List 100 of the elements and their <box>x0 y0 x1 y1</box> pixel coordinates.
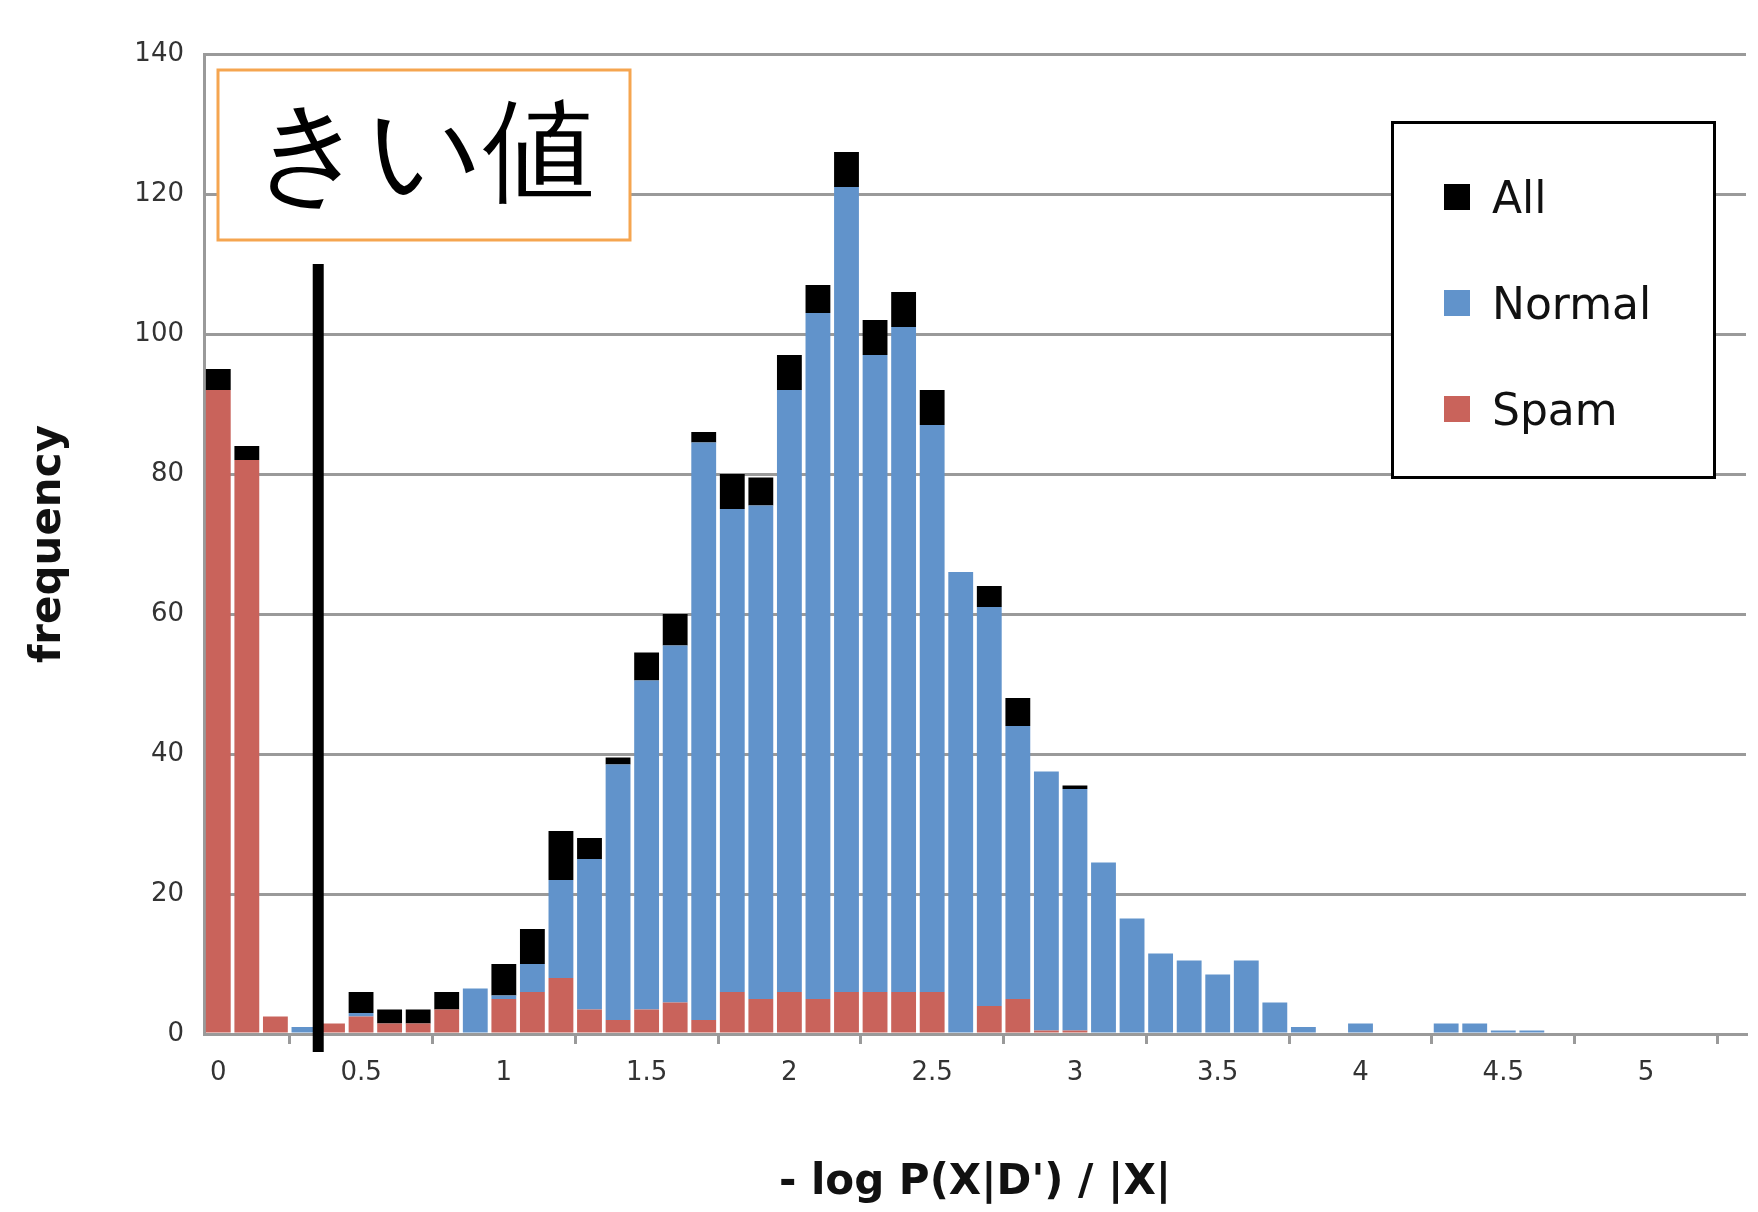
bar <box>548 880 574 978</box>
bar <box>776 355 802 390</box>
bar <box>548 978 574 1033</box>
bar <box>748 477 774 506</box>
bar <box>948 572 974 1033</box>
bar <box>377 1009 403 1024</box>
bar <box>519 964 545 992</box>
bar <box>919 390 945 425</box>
bar <box>405 1023 431 1033</box>
bar <box>862 320 888 355</box>
bar <box>862 355 888 992</box>
y-tick-label: 20 <box>150 876 184 907</box>
bar <box>434 992 460 1010</box>
y-tick-label: 120 <box>134 176 184 207</box>
bar <box>634 652 660 681</box>
x-tick-label: 3 <box>1066 1056 1084 1087</box>
y-tick-label: 40 <box>150 736 184 767</box>
bar <box>1205 974 1231 1033</box>
bar <box>348 992 374 1013</box>
x-tick-label: 1 <box>495 1056 513 1087</box>
bar <box>748 999 774 1033</box>
bar <box>262 1016 288 1033</box>
bar <box>719 509 745 992</box>
x-tick-label: 0 <box>210 1056 227 1087</box>
bar <box>1005 726 1031 999</box>
bar <box>634 680 660 1010</box>
x-tick-label: 2 <box>781 1056 798 1087</box>
bar <box>976 586 1002 607</box>
bar <box>405 1009 431 1024</box>
ref-line-label: きい値 <box>253 85 595 216</box>
bar <box>1119 918 1145 1033</box>
x-tick-label: 0.5 <box>340 1056 382 1087</box>
bar <box>1005 999 1031 1033</box>
bar <box>662 1002 688 1033</box>
bar <box>834 187 859 992</box>
bar <box>719 474 745 509</box>
bar <box>1033 771 1059 1031</box>
bar <box>577 859 602 1010</box>
bar <box>891 327 917 992</box>
x-tick-label: 4.5 <box>1482 1056 1524 1087</box>
bar <box>1433 1023 1459 1033</box>
bar <box>805 313 831 999</box>
bar <box>605 764 631 1020</box>
bar <box>1091 862 1116 1033</box>
bar <box>891 992 917 1033</box>
bar <box>1062 789 1088 1031</box>
bar <box>205 369 231 390</box>
bar <box>1148 953 1174 1033</box>
bar <box>605 1020 631 1033</box>
bar <box>1462 1023 1488 1033</box>
y-axis-title: frequency <box>21 424 71 664</box>
bar <box>891 292 917 327</box>
bar <box>462 988 488 1033</box>
legend-label: Spam <box>1492 383 1618 435</box>
bar <box>1348 1023 1373 1033</box>
legend-label: Normal <box>1492 277 1652 329</box>
bar <box>919 425 945 992</box>
bar <box>805 999 831 1033</box>
bar <box>748 505 774 999</box>
bar <box>634 1009 660 1033</box>
bar <box>976 1006 1002 1033</box>
bar <box>491 999 517 1033</box>
bar <box>691 442 717 1020</box>
bar <box>805 285 831 313</box>
x-tick-label: 3.5 <box>1197 1056 1239 1087</box>
bar <box>919 992 945 1033</box>
bar <box>348 1013 374 1017</box>
bar <box>976 607 1002 1006</box>
bar <box>719 992 745 1033</box>
bar <box>1033 1030 1059 1033</box>
bar <box>691 1020 717 1033</box>
bar <box>662 645 688 1003</box>
bar <box>691 432 717 443</box>
bar <box>577 1009 602 1033</box>
y-tick-label: 140 <box>134 36 184 67</box>
bar <box>548 831 574 880</box>
bar <box>776 992 802 1033</box>
bar <box>1233 960 1259 1033</box>
bar <box>348 1016 374 1033</box>
bar <box>776 390 802 992</box>
bar <box>1176 960 1202 1033</box>
x-tick-label: 2.5 <box>911 1056 953 1087</box>
bar <box>605 757 631 765</box>
bar <box>519 929 545 964</box>
y-tick-label: 100 <box>134 316 184 347</box>
x-tick-label: 4 <box>1352 1056 1369 1087</box>
bar <box>1062 1030 1088 1033</box>
bar <box>519 992 545 1033</box>
y-tick-label: 60 <box>150 596 184 627</box>
bar <box>491 964 517 996</box>
x-tick-label: 1.5 <box>625 1056 668 1087</box>
bar <box>1262 1002 1288 1033</box>
bar <box>834 992 859 1033</box>
bar <box>662 614 688 646</box>
y-tick-label: 0 <box>167 1016 184 1047</box>
bar <box>1490 1030 1516 1033</box>
x-tick-label: 5 <box>1637 1056 1655 1087</box>
bar <box>862 992 888 1033</box>
bar <box>834 152 859 187</box>
y-tick-label: 80 <box>150 456 184 487</box>
